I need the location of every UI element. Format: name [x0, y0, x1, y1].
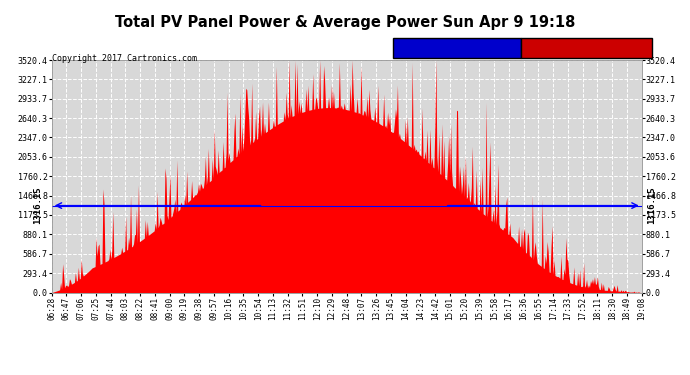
Text: Total PV Panel Power & Average Power Sun Apr 9 19:18: Total PV Panel Power & Average Power Sun…: [115, 15, 575, 30]
Text: 1316.15: 1316.15: [647, 187, 657, 224]
Text: 1316.15: 1316.15: [33, 187, 43, 224]
Text: Copyright 2017 Cartronics.com: Copyright 2017 Cartronics.com: [52, 54, 197, 63]
Text: PV Panels  (DC Watts): PV Panels (DC Watts): [535, 44, 638, 52]
Text: Average  (DC Watts): Average (DC Watts): [411, 44, 504, 52]
